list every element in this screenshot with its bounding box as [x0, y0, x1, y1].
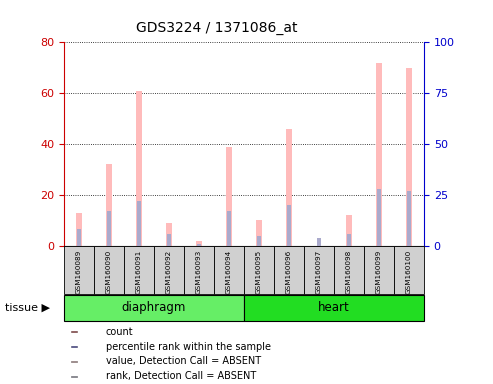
Text: percentile rank within the sample: percentile rank within the sample — [106, 341, 271, 351]
Text: GSM160093: GSM160093 — [196, 250, 202, 294]
Bar — [304, 246, 334, 294]
Bar — [154, 246, 184, 294]
Bar — [244, 295, 424, 321]
Bar — [257, 236, 261, 246]
Bar — [106, 164, 112, 246]
Bar — [71, 361, 77, 362]
Bar — [166, 223, 172, 246]
Bar — [346, 215, 352, 246]
Text: diaphragm: diaphragm — [122, 301, 186, 314]
Bar — [274, 246, 304, 294]
Bar — [137, 201, 141, 246]
Text: GSM160092: GSM160092 — [166, 250, 172, 294]
Text: GSM160100: GSM160100 — [406, 250, 412, 294]
Bar — [244, 246, 274, 294]
Bar — [394, 246, 424, 294]
Bar — [214, 246, 244, 294]
Bar — [377, 189, 381, 246]
Bar — [196, 241, 202, 246]
Bar — [76, 213, 82, 246]
Bar — [71, 376, 77, 377]
Text: GSM160096: GSM160096 — [286, 250, 292, 294]
Bar — [77, 230, 81, 246]
Bar — [71, 331, 77, 332]
Bar — [376, 63, 382, 246]
Bar — [226, 147, 232, 246]
Text: GSM160097: GSM160097 — [316, 250, 322, 294]
Bar — [64, 246, 94, 294]
Bar — [347, 233, 351, 246]
Text: GSM160099: GSM160099 — [376, 250, 382, 294]
Text: count: count — [106, 327, 133, 337]
Bar — [227, 211, 231, 246]
Bar — [287, 205, 291, 246]
Bar — [124, 246, 154, 294]
Bar — [256, 220, 262, 246]
Bar — [334, 246, 364, 294]
Bar — [406, 68, 412, 246]
Text: value, Detection Call = ABSENT: value, Detection Call = ABSENT — [106, 356, 261, 366]
Bar — [317, 238, 321, 246]
Bar — [197, 244, 201, 246]
Text: GSM160089: GSM160089 — [76, 250, 82, 294]
Bar — [107, 211, 111, 246]
Text: rank, Detection Call = ABSENT: rank, Detection Call = ABSENT — [106, 371, 256, 381]
Text: GSM160098: GSM160098 — [346, 250, 352, 294]
Bar — [94, 246, 124, 294]
Text: GSM160090: GSM160090 — [106, 250, 112, 294]
Bar — [184, 246, 214, 294]
Text: tissue ▶: tissue ▶ — [5, 303, 50, 313]
Bar — [71, 346, 77, 347]
Text: heart: heart — [318, 301, 350, 314]
Bar — [167, 233, 171, 246]
Text: GSM160094: GSM160094 — [226, 250, 232, 294]
Text: GSM160091: GSM160091 — [136, 250, 142, 294]
Text: GDS3224 / 1371086_at: GDS3224 / 1371086_at — [136, 21, 298, 35]
Bar — [64, 295, 244, 321]
Bar — [364, 246, 394, 294]
Bar — [286, 129, 292, 246]
Text: GSM160095: GSM160095 — [256, 250, 262, 294]
Bar — [407, 191, 411, 246]
Bar — [137, 91, 142, 246]
